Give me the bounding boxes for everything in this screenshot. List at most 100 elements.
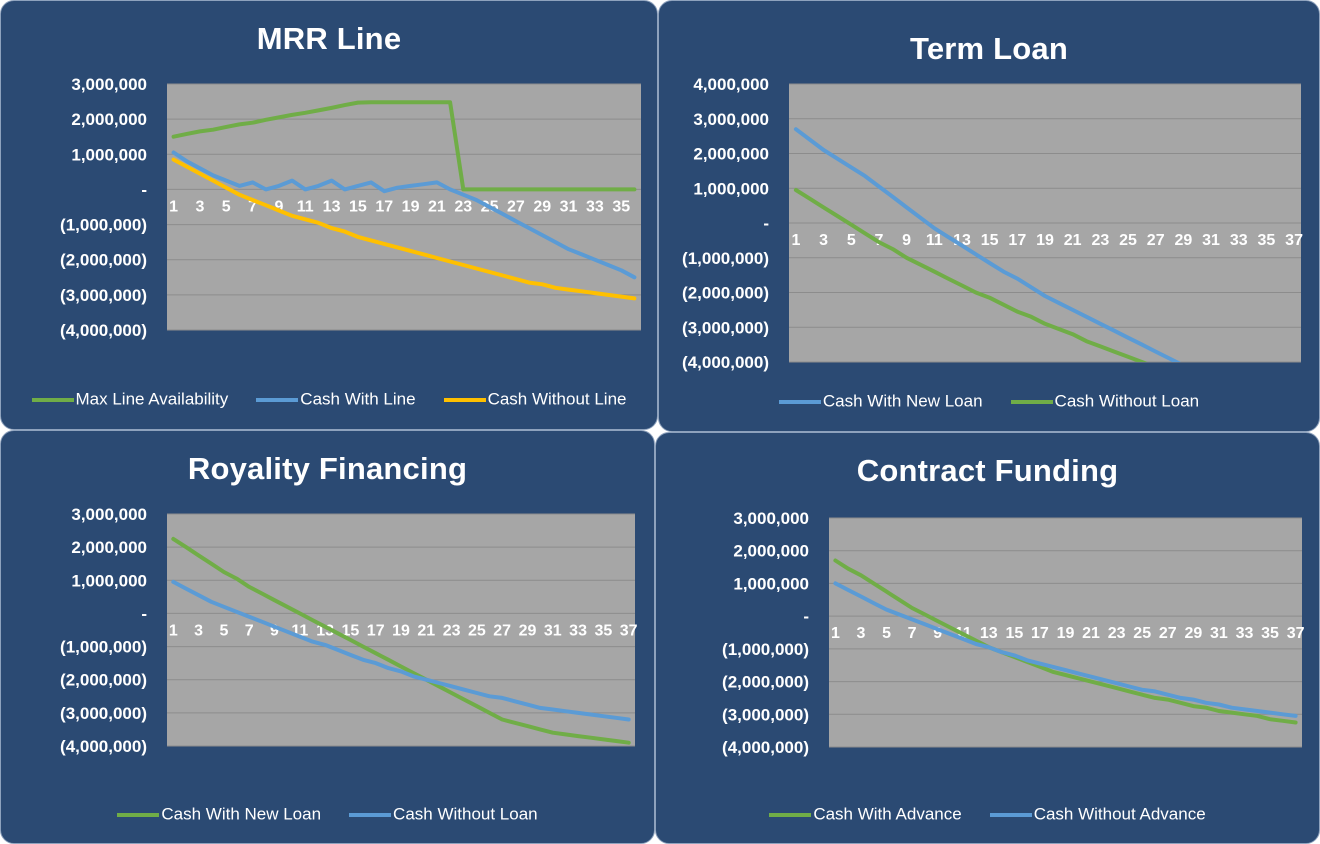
legend-swatch [349,812,392,817]
chart-panel-term-loan: Term Loan 4,000,000 3,000,000 2,000,000 1,0… [658,0,1320,432]
x-tick-label: 15 [981,232,999,249]
y-tick-label: (4,000,000) [60,321,147,340]
y-tick-label: 4,000,000 [693,75,769,94]
series-group [833,558,1298,725]
x-tick-label: 17 [1031,625,1049,642]
chart-title: Royality Financing [187,451,468,486]
series-line [833,581,1298,718]
legend-label: Cash With Line [300,389,416,409]
x-tick-label: 1 [831,625,840,642]
series-line [171,536,631,745]
legend-swatch [117,812,160,817]
y-tick-label: (3,000,000) [682,318,769,337]
x-tick-label: 35 [1261,625,1279,642]
legend-item: Cash Without Loan [1010,391,1199,412]
y-tick-label: 3,000,000 [71,75,147,94]
series-group [171,536,631,745]
series-line [171,157,637,301]
x-tick-label: 29 [1184,625,1202,642]
series-group [171,100,637,301]
y-tick-label: (1,000,000) [60,216,147,235]
y-tick-label: - [141,604,147,623]
x-tick-label: 5 [847,232,856,249]
legend-item: Cash With Line [256,389,416,410]
legend-label: Cash With New Loan [822,391,983,411]
y-tick-label: (3,000,000) [722,705,809,724]
x-tick-label: 37 [620,622,638,639]
legend-swatch [778,399,821,404]
x-tick-label: 35 [1258,232,1276,249]
x-tick-label: 11 [297,198,314,215]
y-tick-label: 3,000,000 [693,110,769,129]
x-tick-label: 25 [1133,625,1151,642]
y-tick-label: (2,000,000) [682,284,769,303]
chart-panel-royality-financing: Royality Financing 3,000,000 2,000,000 1,0… [0,430,655,844]
chart-panel-contract-funding: Contract Funding 3,000,000 2,000,000 1,000… [655,432,1320,844]
chart-title: Term Loan [910,31,1068,66]
x-tick-label: 5 [222,198,231,215]
series-line [171,150,637,280]
plot-area [829,518,1302,747]
y-tick-label: 2,000,000 [71,110,147,129]
chart-svg: 4,000,000 3,000,000 2,000,000 1,000,000 - (1,… [682,75,1303,372]
y-tick-label: - [141,180,147,199]
x-tick-label: 27 [493,622,511,639]
legend-label: Cash Without Loan [393,804,538,824]
y-tick-label: 1,000,000 [733,574,809,593]
legend-label: Cash Without Advance [1033,804,1206,824]
x-tick-label: 1 [791,232,800,249]
x-tick-label: 17 [375,198,393,215]
x-tick-label: 7 [248,198,257,215]
y-tick-label: (2,000,000) [722,673,809,692]
x-tick-label: 17 [1008,232,1026,249]
chart-legend: Cash With New Loan Cash Without Loan [1,804,654,828]
chart-legend: Cash With Advance Cash Without Advance [656,804,1319,828]
y-tick-label: 1,000,000 [71,571,147,590]
legend-item: Cash Without Line [443,389,626,410]
y-tick-label: (1,000,000) [682,249,769,268]
x-tick-label: 29 [1174,232,1192,249]
x-tick-label: 7 [245,622,254,639]
y-tick-label: 2,000,000 [693,145,769,164]
chart-title: Contract Funding [856,453,1119,488]
x-tick-label: 33 [1236,625,1254,642]
x-tick-label: 29 [533,198,551,215]
x-tick-label: 33 [569,622,587,639]
x-tick-label: 27 [1159,625,1177,642]
x-tick-label: 23 [454,198,472,215]
chart-svg: 3,000,000 2,000,000 1,000,000 - (1,000,000) (… [60,505,638,756]
x-tick-label: 13 [316,622,334,639]
y-tick-label: (2,000,000) [60,251,147,270]
x-tick-label: 21 [428,198,446,215]
x-tick-label: 37 [1285,232,1303,249]
y-tick-label: 1,000,000 [693,179,769,198]
y-tick-label: (1,000,000) [60,638,147,657]
x-tick-label: 23 [1108,625,1126,642]
chart-legend: Cash With New Loan Cash Without Loan [659,391,1319,415]
y-tick-label: (3,000,000) [60,286,147,305]
x-tick-label: 31 [1202,232,1220,249]
series-group [793,127,1181,362]
x-tick-label: 25 [468,622,486,639]
x-tick-label: 3 [857,625,866,642]
chart-panel-mrr-line: MRR Line 3,000,000 2,000,000 1,000,000 - (1,… [0,0,658,430]
plot-area [167,514,635,746]
x-tick-label: 11 [926,232,943,249]
series-line [793,127,1181,362]
legend-item: Cash Without Loan [349,804,538,825]
series-line [793,188,1148,362]
legend-swatch [769,812,812,817]
x-tick-label: 19 [392,622,410,639]
x-tick-label: 13 [980,625,998,642]
y-tick-label: - [803,607,809,626]
x-tick-label: 31 [560,198,578,215]
x-tick-label: 13 [323,198,341,215]
y-tick-label: 2,000,000 [733,542,809,561]
legend-swatch [31,397,74,402]
x-tick-label: 15 [349,198,367,215]
x-tick-label: 37 [1287,625,1305,642]
x-tick-label: 35 [594,622,612,639]
x-tick-label: 9 [902,232,911,249]
x-tick-label: 23 [443,622,461,639]
x-tick-label: 7 [908,625,917,642]
